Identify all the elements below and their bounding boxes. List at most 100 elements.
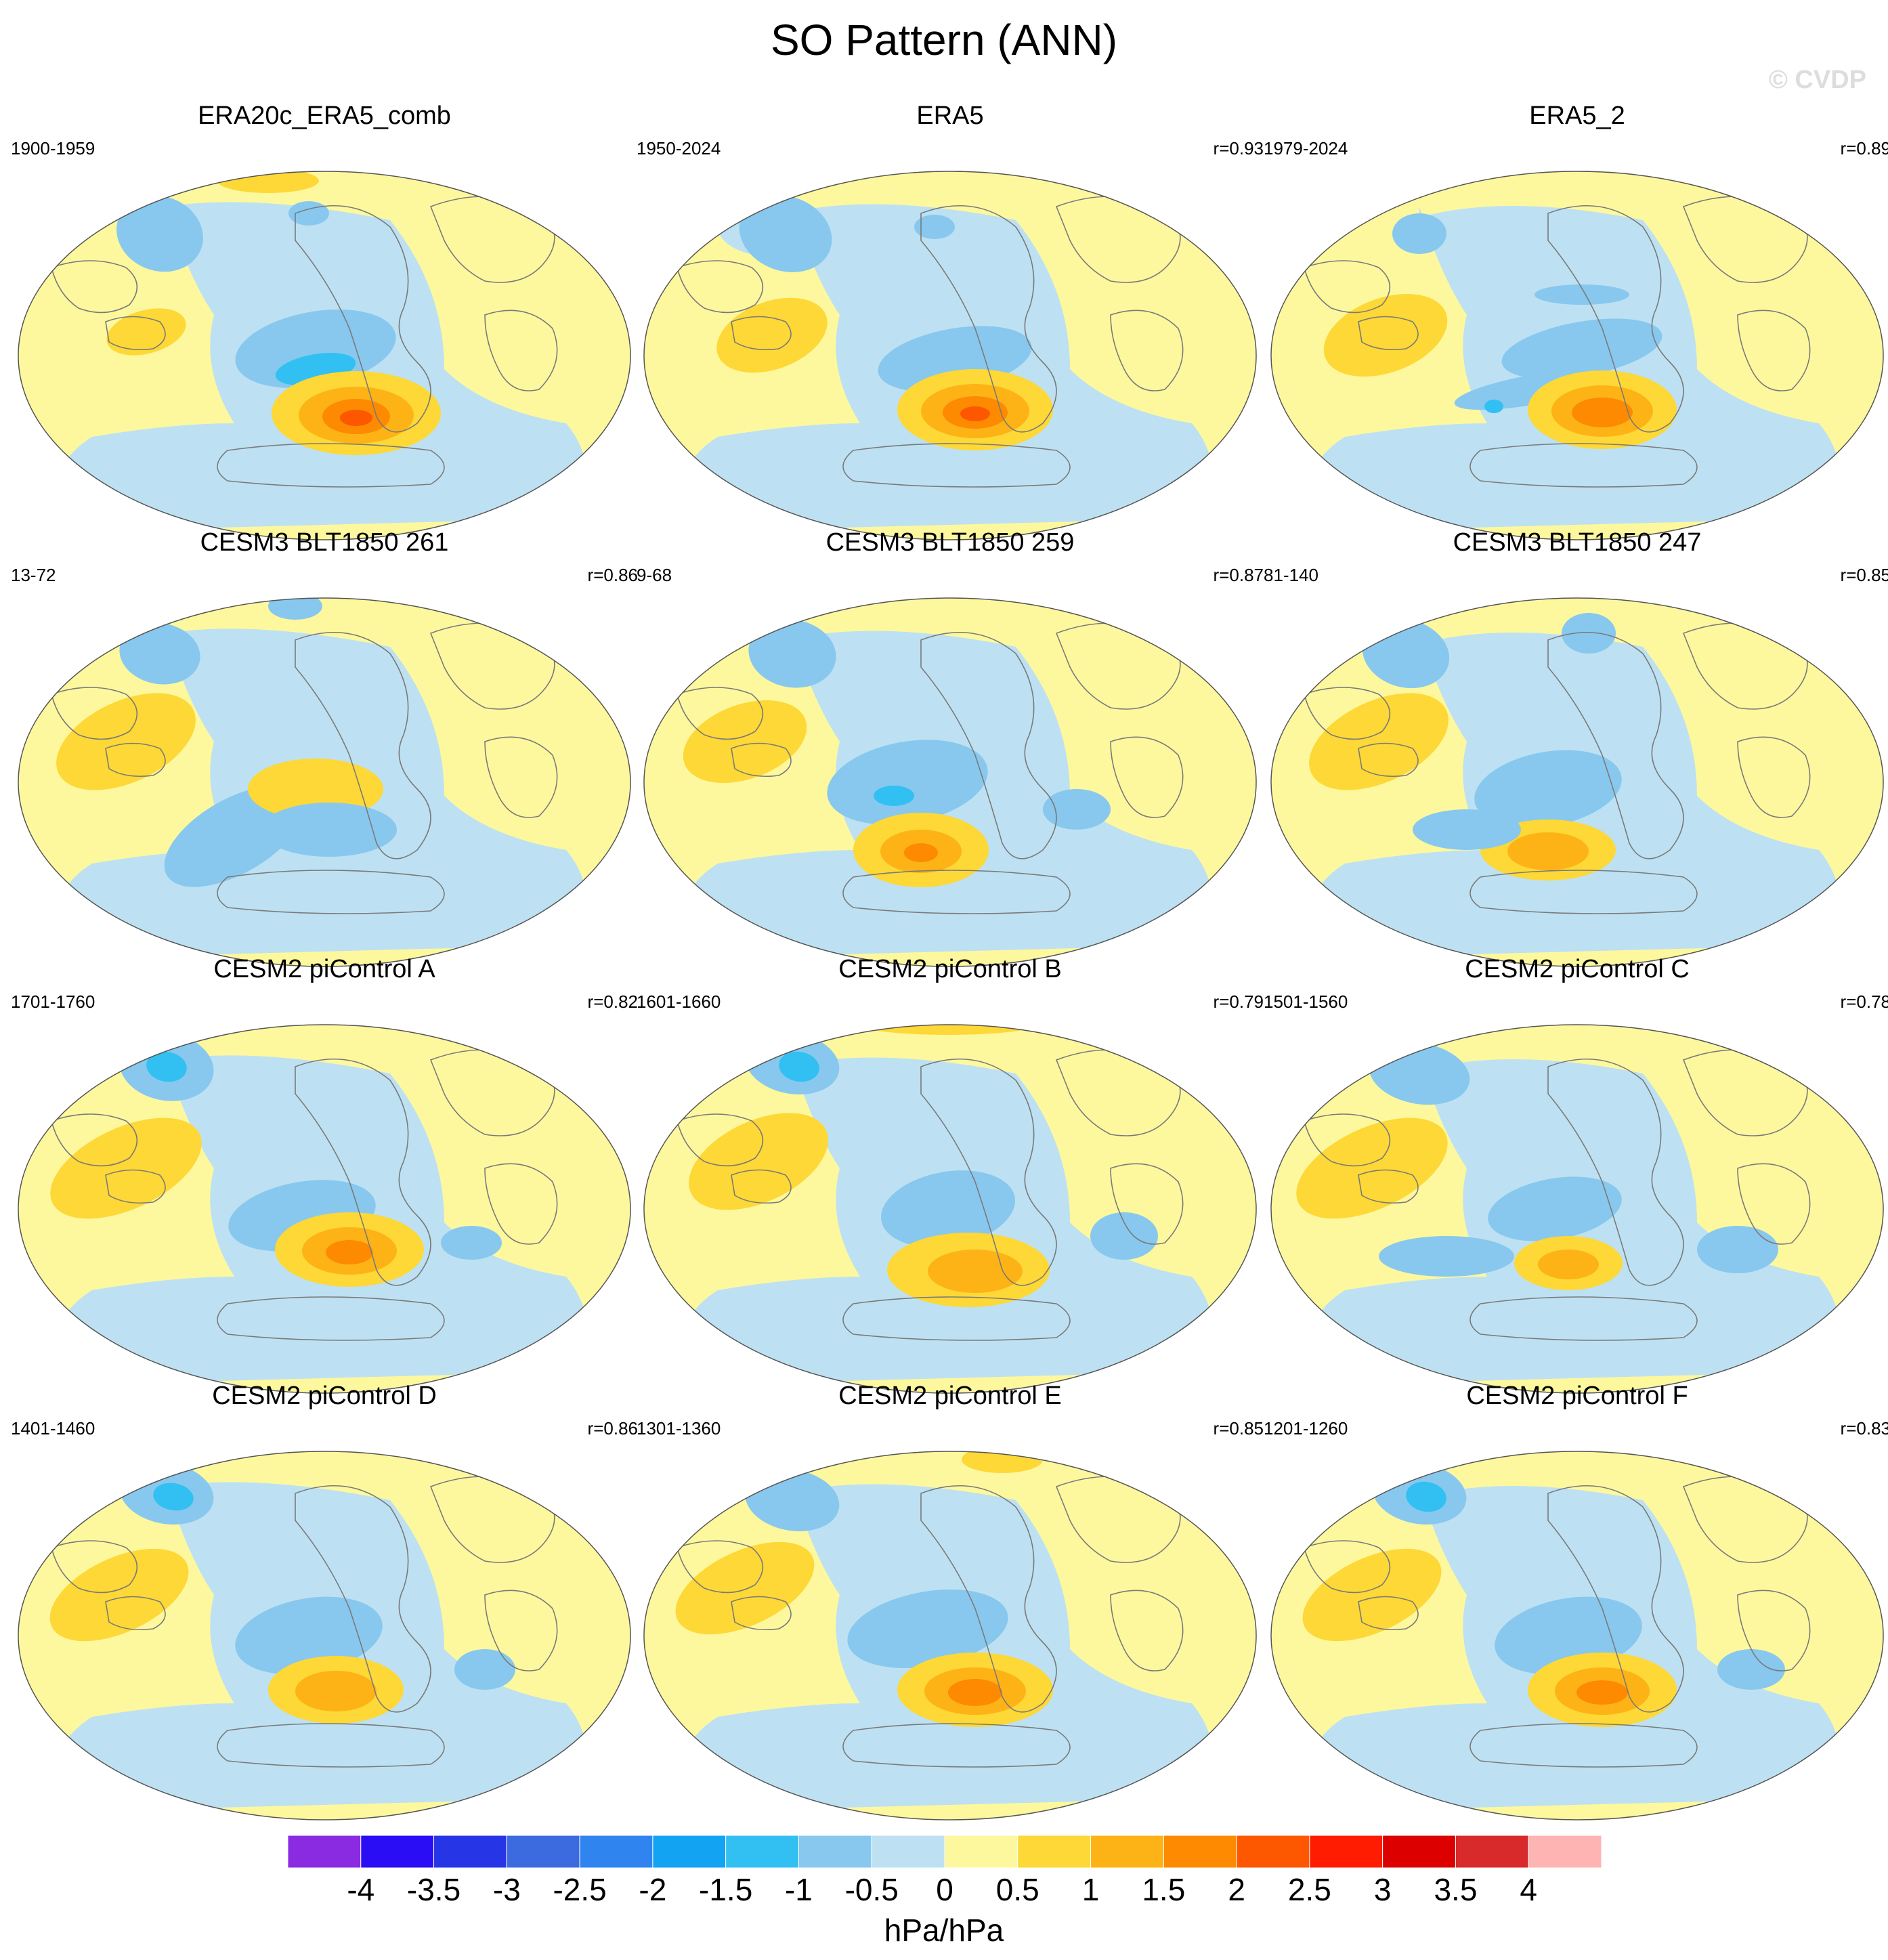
page-title: SO Pattern (ANN): [770, 16, 1118, 64]
coastline: [1304, 1113, 1391, 1167]
negative-anomaly-contour: [119, 622, 200, 685]
panel-title: CESM3 BLT1850 259: [825, 528, 1075, 557]
coastline: [1358, 1596, 1419, 1631]
coastline: [1469, 1723, 1698, 1768]
negative-anomaly-contour: [1413, 809, 1521, 850]
positive-anomaly-contour: [960, 406, 990, 421]
colorbar-tick-label: -0.5: [844, 1872, 899, 1907]
map-panel: CESM2 piControl C 1501-1560 r=0.78: [1264, 952, 1888, 1394]
map-boundary: [18, 597, 631, 967]
colorbar-box: [871, 1835, 945, 1869]
negative-anomaly-contour: [739, 195, 832, 272]
colorbar-tick-label: 3.5: [1434, 1872, 1478, 1907]
coastline: [731, 316, 792, 351]
positive-anomaly-contour: [56, 693, 196, 790]
map-boundary: [1270, 171, 1884, 540]
coastline: [1547, 1485, 1684, 1713]
positive-anomaly-contour: [1302, 1548, 1442, 1642]
map-boundary: [1270, 1451, 1884, 1820]
coastline: [677, 1540, 764, 1594]
panel-title: ERA20c_ERA5_comb: [198, 102, 451, 130]
map-panel: CESM3 BLT1850 259 9-68 r=0.87: [637, 525, 1264, 967]
colorbar-box: [1163, 1835, 1237, 1869]
panel-period: 81-140: [1264, 565, 1318, 585]
map-panel: CESM2 piControl E 1301-1360 r=0.85: [637, 1378, 1264, 1820]
coastline: [105, 316, 166, 351]
colorbar-tick-label: -4: [347, 1872, 375, 1907]
colorbar-box: [1528, 1835, 1602, 1869]
robinson-map: [18, 1451, 631, 1820]
negative-anomaly-contour: [847, 1589, 1008, 1669]
map-boundary: [643, 171, 1257, 540]
colorbar-tick-label: -1.5: [699, 1872, 753, 1907]
coastline: [51, 1113, 138, 1167]
robinson-map: [1270, 597, 1884, 967]
watermark-cvdp: © CVDP: [1768, 66, 1866, 94]
coastline: [842, 1296, 1071, 1341]
panel-period: 1979-2024: [1264, 138, 1348, 158]
colorbar-tick-label: 2.5: [1287, 1872, 1331, 1907]
coastline: [920, 1485, 1057, 1713]
panel-correlation: r=0.85: [1840, 565, 1888, 585]
panel-period: 1501-1560: [1264, 992, 1348, 1012]
colorbar-box: [1382, 1835, 1456, 1869]
colorbar-box: [725, 1835, 799, 1869]
panel-correlation: r=0.87: [1213, 565, 1264, 585]
colorbar-tick-label: 0: [936, 1872, 953, 1907]
panel-title: CESM2 piControl A: [213, 955, 435, 983]
coastline: [1304, 260, 1391, 314]
coastline: [1547, 631, 1684, 859]
colorbar-tick-label: -2: [639, 1872, 667, 1907]
robinson-map: [643, 1024, 1257, 1394]
negative-anomaly-contour: [1697, 1226, 1778, 1273]
panel-title: CESM2 piControl B: [838, 955, 1062, 983]
robinson-map: [643, 1451, 1257, 1820]
positive-anomaly-contour: [716, 297, 828, 373]
negative-anomaly-contour: [827, 740, 988, 825]
colorbar-box: [1090, 1835, 1164, 1869]
colorbar-box: [288, 1835, 362, 1869]
map-panel: ERA5_2 1979-2024 r=0.89: [1264, 98, 1888, 540]
coastline: [842, 1723, 1071, 1768]
coastline: [1304, 1540, 1391, 1594]
negative-anomaly-contour: [454, 1649, 515, 1690]
negative-anomaly-contour: [1484, 400, 1503, 413]
panel-title: ERA5_2: [1529, 102, 1625, 130]
coastline: [217, 1723, 445, 1768]
negative-anomaly-contour: [1535, 284, 1629, 305]
colorbar-tick-label: -1: [784, 1872, 813, 1907]
positive-anomaly-contour: [340, 410, 372, 426]
coastline: [1737, 1163, 1811, 1245]
positive-anomaly-contour: [675, 1541, 815, 1635]
colorbar-box: [944, 1835, 1018, 1869]
coastline: [1469, 1296, 1698, 1341]
map-boundary: [643, 1451, 1257, 1820]
map-boundary: [18, 1024, 631, 1394]
positive-anomaly-contour: [1538, 1250, 1599, 1279]
coastline: [1737, 736, 1811, 818]
coastline: [677, 687, 764, 740]
positive-anomaly-contour: [217, 171, 319, 193]
positive-anomaly-contour: [904, 843, 938, 862]
negative-anomaly-contour: [288, 201, 329, 226]
coastline: [1110, 736, 1184, 818]
panel-period: 1201-1260: [1264, 1418, 1348, 1439]
negative-anomaly-contour: [1474, 750, 1622, 828]
positive-anomaly-contour: [853, 1025, 1043, 1035]
panel-period: 13-72: [11, 565, 56, 585]
colorbar-box: [433, 1835, 507, 1869]
positive-anomaly-contour: [948, 1679, 1002, 1706]
negative-anomaly-contour: [1090, 1212, 1158, 1260]
coastline: [217, 1296, 445, 1341]
coastline: [51, 260, 138, 314]
coastline: [1737, 1590, 1811, 1671]
positive-anomaly-contour: [326, 1240, 373, 1264]
map-boundary: [643, 1024, 1257, 1394]
panel-correlation: r=0.78: [1840, 992, 1888, 1012]
negative-anomaly-contour: [881, 1170, 1015, 1248]
negative-anomaly-contour: [235, 309, 396, 389]
map-panel: ERA20c_ERA5_comb 1900-1959: [11, 98, 638, 540]
robinson-map: [643, 171, 1257, 540]
robinson-map: [18, 597, 631, 967]
panel-title: CESM2 piControl C: [1465, 955, 1690, 983]
